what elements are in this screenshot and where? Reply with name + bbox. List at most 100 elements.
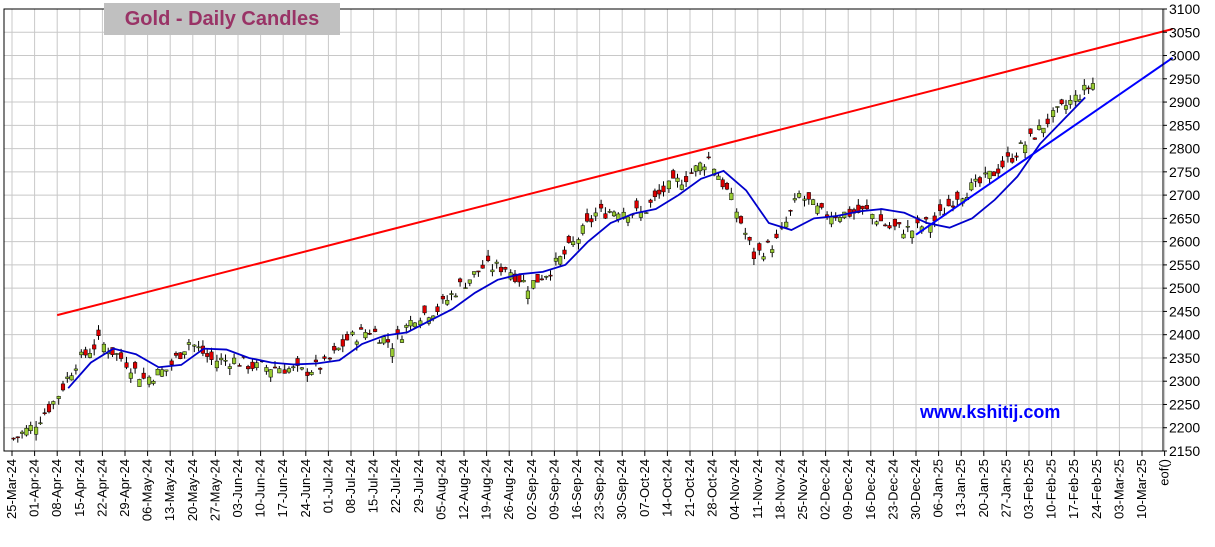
candle-up xyxy=(291,366,296,369)
candle-up xyxy=(277,368,282,374)
candle-down xyxy=(757,243,762,251)
candle-down xyxy=(141,372,146,379)
candle-down xyxy=(955,191,960,200)
candle-down xyxy=(42,412,47,414)
candle-up xyxy=(874,221,879,225)
candle-down xyxy=(322,356,327,359)
candle-down xyxy=(1010,158,1015,163)
candle-down xyxy=(689,172,694,174)
x-tick-label: 22-Jul-24 xyxy=(388,459,403,513)
x-tick-label: 01-Apr-24 xyxy=(27,459,42,517)
candle-up xyxy=(268,369,273,378)
candle-down xyxy=(119,352,124,359)
y-tick-label: 2950 xyxy=(1169,71,1200,87)
watermark-text: www.kshitij.com xyxy=(920,402,1061,422)
candle-up xyxy=(445,300,450,305)
candle-up xyxy=(1018,142,1023,144)
candle-down xyxy=(938,204,943,211)
candle-down xyxy=(272,366,278,369)
candle-up xyxy=(114,353,119,355)
y-tick-label: 2600 xyxy=(1169,234,1200,250)
candle-up xyxy=(675,177,680,182)
candle-down xyxy=(359,327,364,330)
x-tick-label: 25-Nov-24 xyxy=(795,459,810,520)
candle-up xyxy=(196,346,201,349)
candle-down xyxy=(512,273,518,282)
x-tick-label: 16-Dec-24 xyxy=(863,459,878,520)
candle-up xyxy=(363,332,368,339)
x-tick-label: 13-May-24 xyxy=(162,459,177,521)
y-tick-label: 2200 xyxy=(1169,420,1200,436)
candle-up xyxy=(593,212,598,217)
candle-up xyxy=(38,422,43,425)
candle-up xyxy=(521,279,526,283)
x-tick-label: 14-Oct-24 xyxy=(659,459,674,517)
candle-up xyxy=(137,379,142,387)
candle-up xyxy=(905,225,910,228)
candle-up xyxy=(494,261,499,264)
candle-down xyxy=(706,156,711,159)
candle-down xyxy=(313,359,318,363)
x-tick-label: 16-Sep-24 xyxy=(569,459,584,520)
candle-up xyxy=(1082,84,1087,91)
candle-up xyxy=(51,401,56,405)
x-tick-label: 10-Mar-25 xyxy=(1134,459,1149,519)
x-tick-label: 15-Jul-24 xyxy=(366,459,381,513)
x-tick-label: 20-Jan-25 xyxy=(976,459,991,518)
candle-up xyxy=(453,295,458,298)
candle-up xyxy=(693,165,698,172)
candle-up xyxy=(34,426,39,435)
candle-up xyxy=(815,205,820,214)
candle-up xyxy=(1051,110,1056,117)
candle-down xyxy=(476,270,481,273)
candle-down xyxy=(327,357,332,360)
candle-up xyxy=(761,256,766,260)
x-tick-label: 10-Jun-24 xyxy=(253,459,268,518)
candle-up xyxy=(28,425,33,431)
candle-up xyxy=(716,175,721,180)
overlay-lines xyxy=(56,28,1174,389)
candle-down xyxy=(566,236,571,243)
y-tick-label: 2900 xyxy=(1169,94,1200,110)
candle-up xyxy=(254,362,259,368)
y-tick-label: 3050 xyxy=(1169,24,1200,40)
candle-up xyxy=(1037,125,1042,130)
candle-down xyxy=(1014,155,1019,158)
candle-up xyxy=(910,230,915,239)
candle-down xyxy=(318,367,323,370)
candle-down xyxy=(977,177,982,184)
x-tick-label: eof() xyxy=(1157,459,1172,486)
y-tick-label: 2250 xyxy=(1169,396,1200,412)
candle-up xyxy=(214,360,219,369)
candle-down xyxy=(295,358,300,366)
candle-up xyxy=(611,211,617,217)
candle-down xyxy=(173,352,179,356)
candle-up xyxy=(128,372,133,379)
candle-up xyxy=(743,232,748,235)
candle-up xyxy=(1068,99,1073,105)
candle-up xyxy=(734,211,739,219)
candle-down xyxy=(458,278,463,283)
candle-down xyxy=(788,210,793,212)
candle-down xyxy=(539,278,544,281)
candle-up xyxy=(811,199,816,205)
candle-up xyxy=(467,279,472,284)
candle-up xyxy=(870,214,875,219)
x-tick-label: 20-May-24 xyxy=(185,459,200,521)
candle-down xyxy=(684,176,689,183)
x-tick-label: 24-Feb-25 xyxy=(1089,459,1104,519)
candle-down xyxy=(340,339,345,347)
candle-up xyxy=(56,396,61,399)
candle-up xyxy=(192,344,197,347)
candle-down xyxy=(589,218,594,223)
candle-up xyxy=(404,325,409,328)
x-tick-label: 03-Mar-25 xyxy=(1111,459,1126,519)
candle-up xyxy=(399,339,405,343)
x-tick-label: 04-Nov-24 xyxy=(727,459,742,520)
candle-down xyxy=(250,361,255,369)
x-tick-label: 09-Dec-24 xyxy=(840,459,855,520)
candle-up xyxy=(69,375,74,381)
candle-down xyxy=(548,274,553,277)
candle-down xyxy=(1000,160,1005,168)
